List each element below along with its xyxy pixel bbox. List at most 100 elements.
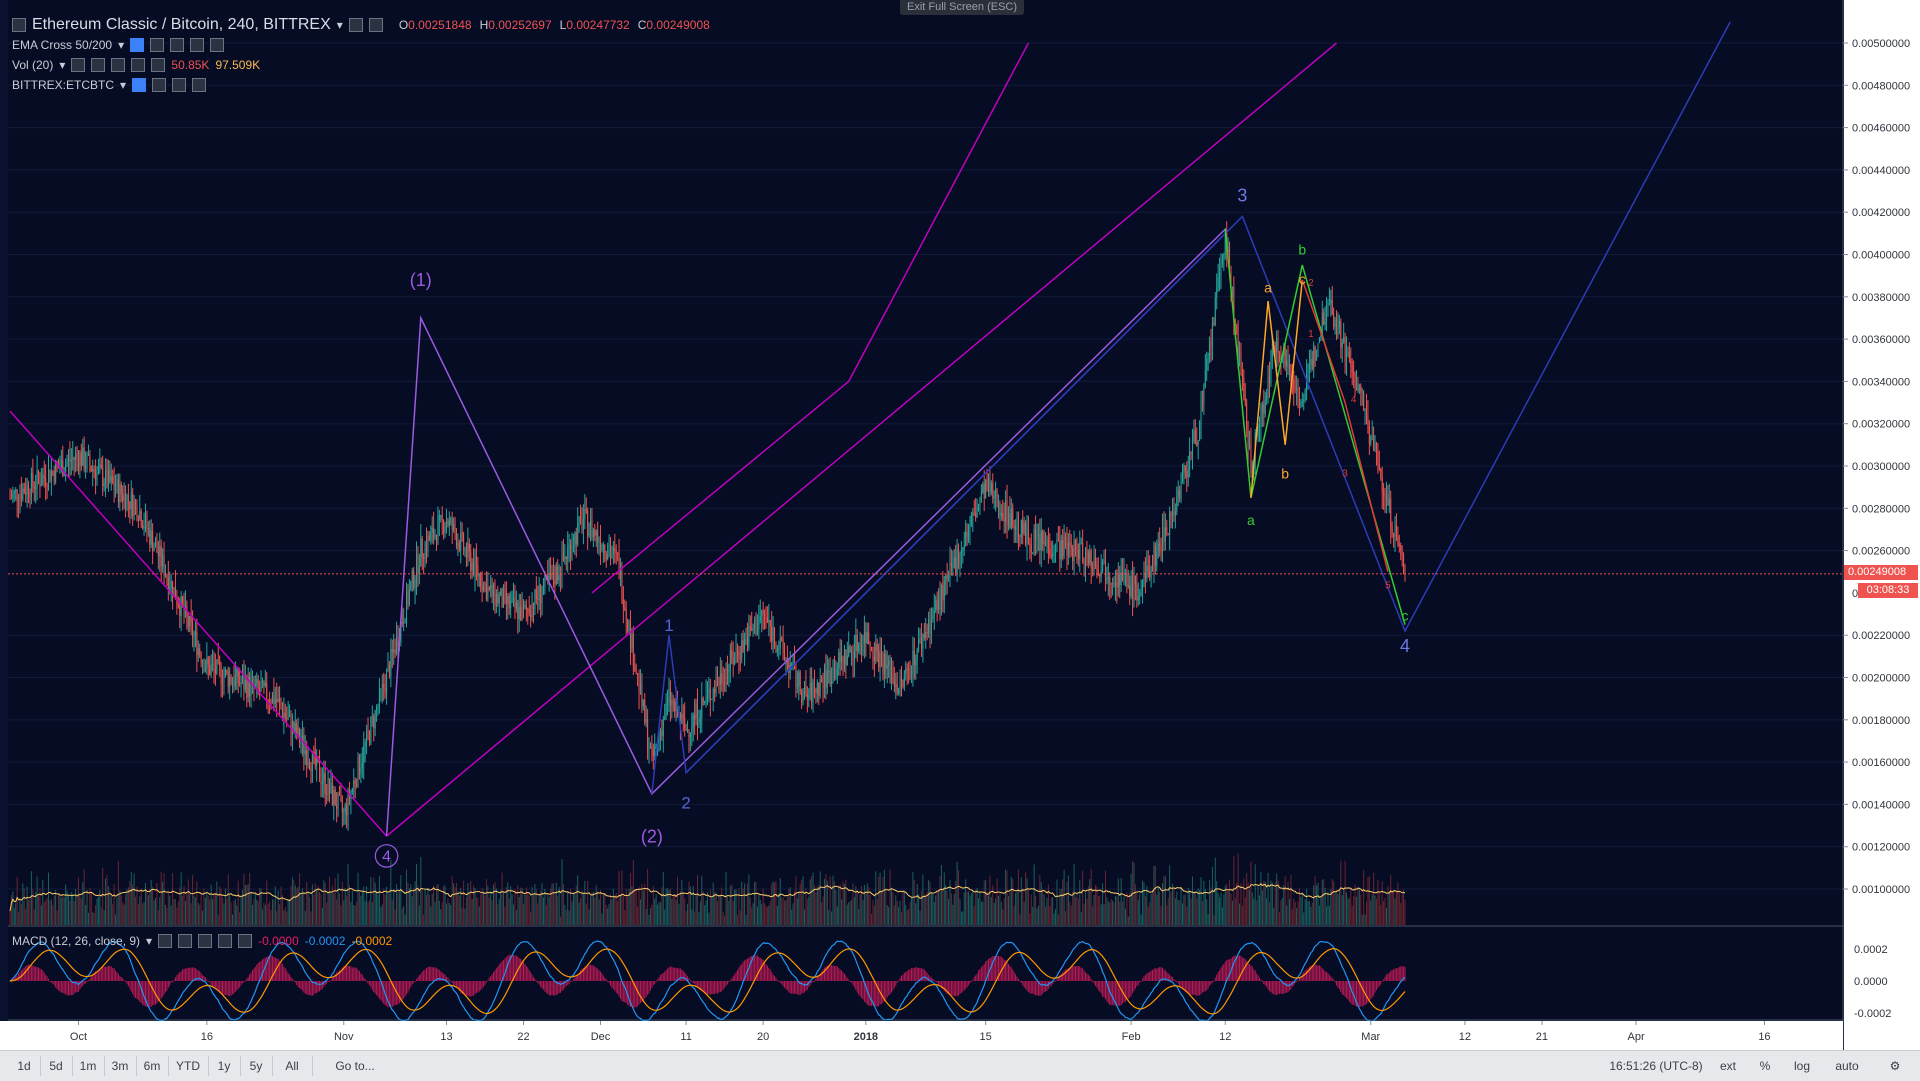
macd-histogram-bar [972, 979, 974, 981]
candle-body [898, 688, 900, 694]
volume-bar [832, 875, 834, 925]
candle-body [190, 615, 192, 623]
volume-bar [1354, 884, 1356, 925]
volume-bar [1102, 883, 1104, 925]
chevron-down-icon[interactable]: ▾ [118, 38, 125, 52]
macd-histogram-bar [15, 976, 17, 981]
macd-histogram-bar [1280, 981, 1282, 994]
chevron-down-icon[interactable]: ▾ [336, 18, 343, 32]
candle-body [313, 751, 315, 753]
candle-body [319, 762, 321, 781]
timeframe-button-all[interactable]: All [272, 1056, 313, 1076]
settings-icon[interactable] [368, 18, 383, 32]
macd-histogram-bar [714, 981, 716, 994]
format-icon[interactable] [172, 78, 187, 92]
candle-body [664, 717, 666, 720]
symbol-title[interactable]: Ethereum Classic / Bitcoin, 240, BITTREX [32, 16, 331, 33]
volume-bar [528, 896, 530, 925]
format-icon[interactable] [198, 934, 213, 948]
timeframe-button-1m[interactable]: 1m [72, 1056, 105, 1076]
volume-label[interactable]: Vol (20) [12, 58, 54, 72]
more-icon[interactable] [218, 934, 233, 948]
macd-histogram-bar [682, 970, 684, 981]
settings-icon[interactable] [152, 78, 167, 92]
exit-fullscreen-button[interactable]: Exit Full Screen (ESC) [900, 0, 1024, 15]
candle-body [320, 780, 322, 785]
gear-icon[interactable]: ⚙ [1889, 1059, 1901, 1073]
settings-icon[interactable] [91, 58, 106, 72]
macd-histogram-bar [149, 981, 151, 1008]
candle-body [334, 789, 336, 806]
timeframe-button-1y[interactable]: 1y [208, 1056, 241, 1076]
candle-body [748, 626, 750, 647]
candle-body [1301, 400, 1303, 404]
volume-bar [595, 885, 597, 925]
format-icon[interactable] [111, 58, 126, 72]
timeframe-button-5y[interactable]: 5y [240, 1056, 273, 1076]
macd-histogram-bar [1250, 965, 1252, 981]
timeframe-button-ytd[interactable]: YTD [168, 1056, 209, 1076]
volume-bar [418, 905, 420, 925]
compare-label[interactable]: BITTREX:ETCBTC [12, 78, 115, 92]
timeframe-button-5d[interactable]: 5d [40, 1056, 73, 1076]
candle-body [259, 687, 261, 692]
macd-histogram-bar [1283, 981, 1285, 995]
chart-canvas[interactable]: (1)(2)41234ababcc123450.005000000.004800… [0, 0, 1920, 1050]
candle-body [294, 723, 296, 732]
volume-bar [206, 891, 208, 925]
eye-icon[interactable] [130, 38, 145, 52]
candle-body [301, 735, 303, 743]
eye-icon[interactable] [71, 58, 86, 72]
eye-icon[interactable] [158, 934, 173, 948]
more-icon[interactable] [131, 58, 146, 72]
candle-body [525, 605, 527, 610]
macd-histogram-bar [244, 980, 246, 982]
close-icon[interactable] [192, 78, 207, 92]
close-icon[interactable] [238, 934, 253, 948]
macd-histogram-bar [628, 981, 630, 1007]
candle-body [140, 510, 142, 526]
timeframe-button-1d[interactable]: 1d [8, 1056, 41, 1076]
macd-histogram-bar [657, 979, 659, 981]
macd-histogram-bar [1209, 981, 1211, 986]
volume-bar [591, 892, 593, 925]
macd-histogram-bar [594, 966, 596, 981]
chevron-down-icon[interactable]: ▾ [59, 58, 66, 72]
candle-body [746, 638, 748, 647]
extended-hours-toggle[interactable]: ext [1719, 1059, 1736, 1073]
settings-icon[interactable] [150, 38, 165, 52]
percent-scale-toggle[interactable]: % [1759, 1059, 1771, 1073]
candle-body [40, 484, 42, 487]
ema-label[interactable]: EMA Cross 50/200 [12, 38, 113, 52]
chevron-down-icon[interactable]: ▾ [120, 78, 127, 92]
candle-body [875, 643, 877, 661]
close-icon[interactable] [151, 58, 166, 72]
timeframe-button-3m[interactable]: 3m [104, 1056, 137, 1076]
collapse-icon[interactable] [12, 18, 26, 32]
volume-bar [564, 904, 566, 925]
volume-bar [273, 899, 275, 925]
volume-bar [574, 892, 576, 925]
more-icon[interactable] [190, 38, 205, 52]
macd-label[interactable]: MACD (12, 26, close, 9) [12, 934, 141, 948]
eye-icon[interactable] [348, 18, 363, 32]
log-scale-toggle[interactable]: log [1793, 1059, 1810, 1073]
volume-bar [1157, 886, 1159, 925]
auto-scale-toggle[interactable]: auto [1835, 1059, 1859, 1073]
format-icon[interactable] [170, 38, 185, 52]
candle-body [742, 640, 744, 651]
macd-histogram-bar [906, 971, 908, 981]
macd-histogram-bar [1233, 955, 1235, 981]
timeframe-button-6m[interactable]: 6m [136, 1056, 169, 1076]
candle-body [881, 651, 883, 661]
volume-bar [654, 898, 656, 925]
eye-icon[interactable] [132, 78, 147, 92]
close-icon[interactable] [210, 38, 225, 52]
settings-icon[interactable] [178, 934, 193, 948]
candle-body [701, 698, 703, 718]
goto-date-button[interactable]: Go to... [335, 1059, 375, 1073]
volume-bar [483, 890, 485, 925]
volume-bar [1123, 896, 1125, 925]
chevron-down-icon[interactable]: ▾ [146, 934, 153, 948]
candle-body [1147, 566, 1149, 571]
